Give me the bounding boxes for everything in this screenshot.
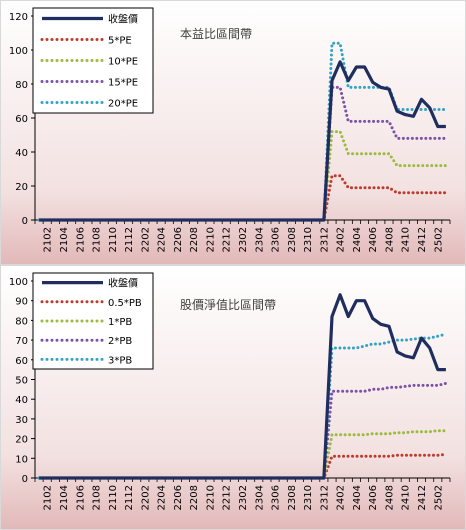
y-tick-label: 100 [9,46,28,57]
x-tick-label: 2310 [303,485,314,510]
x-tick-label: 2302 [238,227,249,252]
x-tick-label: 2410 [401,485,412,510]
legend-label: 3*PB [108,355,132,366]
x-tick-label: 2304 [254,227,265,252]
pe-band-chart-svg: 0 20 40 60 80 100 120 2102 2104 2106 2108 2110 2112 2… [0,0,466,265]
x-tick-label: 2306 [271,227,282,252]
x-tick-label: 2406 [368,227,379,252]
x-tick-label: 2502 [433,227,444,252]
y-tick-label: 30 [15,415,28,426]
x-tick-label: 2304 [254,485,265,510]
x-tick-label: 2402 [336,485,347,510]
x-tick-label: 2408 [384,227,395,252]
series-line [39,60,446,222]
x-tick-label: 2112 [124,485,135,510]
x-tick-label: 2202 [140,227,151,252]
x-tick-label: 2412 [417,485,428,510]
x-tick-label: 2106 [75,485,86,510]
x-tick-label: 2406 [368,485,379,510]
y-tick-label: 90 [15,297,28,308]
x-tick-label: 2404 [352,485,363,510]
x-tick-label: 2312 [319,227,330,252]
x-tick-label: 2412 [417,227,428,252]
x-tick-label: 2210 [205,227,216,252]
x-tick-label: 2402 [336,227,347,252]
x-tick-label: 2312 [319,485,330,510]
x-tick-label: 2308 [287,485,298,510]
x-tick-label: 2404 [352,227,363,252]
legend-label: 2*PB [108,336,132,347]
legend-label: 20*PE [108,99,138,110]
legend-label: 10*PE [108,57,138,68]
legend-label: 0.5*PB [108,298,142,309]
y-tick-label: 0 [22,474,28,485]
x-tick-label: 2104 [59,227,70,252]
x-tick-label: 2208 [189,485,200,510]
x-tick-label: 2104 [59,485,70,510]
series-line [39,293,446,480]
y-tick-label: 60 [15,114,28,125]
y-tick-label: 40 [15,148,28,159]
y-tick-label: 60 [15,356,28,367]
x-tick-label: 2206 [173,227,184,252]
y-tick-label: 80 [15,316,28,327]
pb-band-chart-svg: 0 10 20 30 40 50 60 70 80 90 100 2102 2104 2106 2108 21… [0,265,466,530]
x-tick-label: 2502 [433,485,444,510]
x-tick-label: 2204 [157,485,168,510]
x-tick-label: 2102 [43,227,54,252]
x-tick-label: 2208 [189,227,200,252]
pb-band-chart: 0 10 20 30 40 50 60 70 80 90 100 2102 2104 2106 2108 21… [0,265,466,530]
x-tick-label: 2408 [384,485,395,510]
chart-title: 股價淨值比區間帶 [180,297,276,312]
x-tick-label: 2302 [238,485,249,510]
y-tick-label: 70 [15,336,28,347]
x-tick-label: 2108 [92,485,103,510]
legend-label: 5*PE [108,36,132,47]
legend-label: 收盤價 [108,277,138,290]
legend-label: 1*PB [108,317,132,328]
x-tick-label: 2308 [287,227,298,252]
chart-title: 本益比區間帶 [180,27,252,41]
y-tick-label: 100 [9,277,28,288]
x-tick-label: 2110 [108,485,119,510]
x-tick-label: 2306 [271,485,282,510]
legend-label: 收盤價 [108,13,138,26]
pe-band-chart: 0 20 40 60 80 100 120 2102 2104 2106 2108 2110 2112 2… [0,0,466,265]
x-tick-label: 2210 [205,485,216,510]
x-tick-label: 2410 [401,227,412,252]
x-tick-label: 2206 [173,485,184,510]
x-tick-label: 2110 [108,227,119,252]
y-tick-label: 80 [15,80,28,91]
y-tick-label: 20 [15,435,28,446]
x-tick-label: 2212 [222,227,233,252]
x-tick-label: 2112 [124,227,135,252]
legend-label: 15*PE [108,78,138,89]
x-tick-label: 2204 [157,227,168,252]
y-tick-label: 20 [15,182,28,193]
y-tick-label: 10 [15,454,28,465]
x-tick-label: 2102 [43,485,54,510]
y-tick-label: 40 [15,395,28,406]
x-tick-label: 2212 [222,485,233,510]
y-tick-label: 120 [9,12,28,23]
x-tick-label: 2106 [75,227,86,252]
y-tick-label: 50 [15,376,28,387]
x-tick-label: 2202 [140,485,151,510]
x-tick-label: 2310 [303,227,314,252]
y-tick-label: 0 [22,216,28,227]
x-tick-label: 2108 [92,227,103,252]
